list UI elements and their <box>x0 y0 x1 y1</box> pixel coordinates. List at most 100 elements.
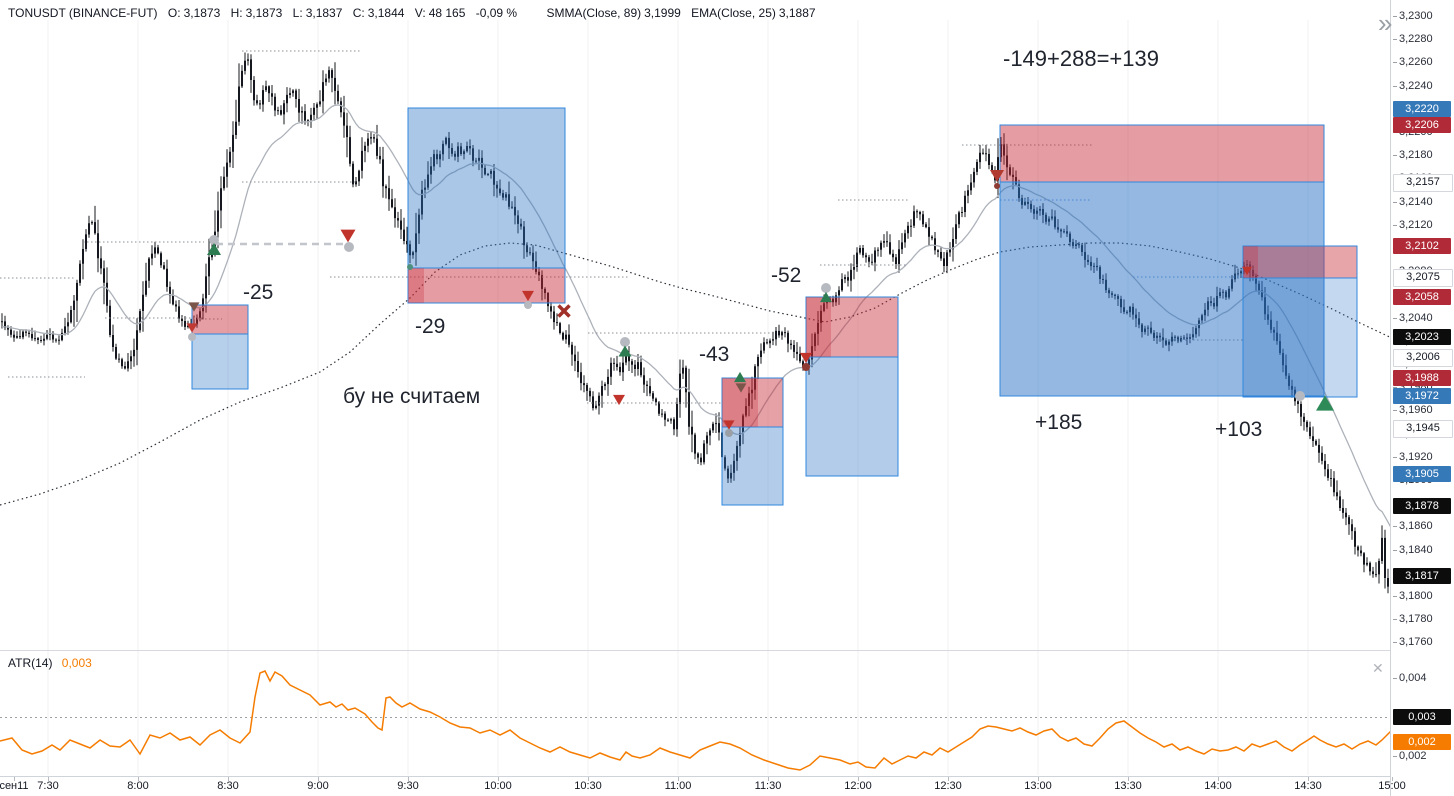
atr-label[interactable]: ATR(14) <box>8 656 53 670</box>
time-tick-mark <box>14 777 15 781</box>
atr-badge-black: 0,003 <box>1393 709 1451 725</box>
position-stop-zone[interactable] <box>407 267 566 304</box>
position-stop-zone[interactable] <box>721 377 784 428</box>
position-stop-zone[interactable] <box>805 296 899 358</box>
price-tick-label: 3,2280 <box>1393 33 1433 45</box>
time-tick-mark <box>498 777 499 781</box>
sell-arrow-icon[interactable] <box>186 323 198 333</box>
time-tick-label: 9:30 <box>397 780 419 792</box>
price-badge-red: 3,2058 <box>1393 289 1451 305</box>
smma-indicator-label[interactable]: SMMA(Close, 89) <box>546 6 642 20</box>
position-profit-zone[interactable] <box>721 426 784 506</box>
symbol-title[interactable]: TONUSDT (BINANCE-FUT) <box>8 6 158 20</box>
atr-tick-label: 0,002 <box>1393 750 1427 762</box>
price-tick-label: 3,1920 <box>1393 451 1433 463</box>
annotation-text[interactable]: -52 <box>771 264 802 287</box>
annotation-text[interactable]: -149+288=+139 <box>1003 46 1159 71</box>
buy-arrow-icon[interactable] <box>618 345 632 357</box>
price-tick-label: 3,2260 <box>1393 56 1433 68</box>
position-stop-zone[interactable] <box>191 304 249 335</box>
sell-arrow-icon[interactable] <box>340 229 356 243</box>
high-value: 3,1873 <box>245 6 283 20</box>
annotation-text[interactable]: -25 <box>243 281 274 304</box>
price-badge-white: 3,2075 <box>1393 269 1453 287</box>
trade-marker-circle[interactable] <box>209 235 219 245</box>
position-profit-zone[interactable] <box>407 107 566 269</box>
annotation-text[interactable]: бу не считаем <box>343 385 481 408</box>
trade-marker-circle[interactable] <box>1295 391 1305 401</box>
trade-marker-circle[interactable] <box>188 333 196 341</box>
time-tick-mark <box>588 777 589 781</box>
atr-badge-orange: 0,002 <box>1393 734 1451 750</box>
change-value: -0,09 % <box>475 6 518 20</box>
time-tick-label: 11:00 <box>664 780 692 792</box>
sell-arrow-icon[interactable] <box>800 352 812 364</box>
sell-arrow-icon[interactable] <box>990 170 1004 182</box>
low-value: 3,1837 <box>305 6 343 20</box>
time-tick-mark <box>1128 777 1129 781</box>
time-axis[interactable]: сен11 7:30 8:00 8:30 9:00 9:30 10:00 10:30 11:00… <box>0 776 1406 796</box>
price-badge-white: 3,2157 <box>1393 174 1453 192</box>
time-tick-label: сен11 <box>0 780 29 792</box>
trade-marker-circle[interactable] <box>407 264 413 270</box>
atr-line[interactable] <box>0 670 1397 771</box>
position-profit-zone[interactable] <box>191 333 249 390</box>
chart-legend: TONUSDT (BINANCE-FUT) O: 3,1873 H: 3,1873 … <box>8 6 816 20</box>
trade-marker-circle[interactable] <box>821 283 831 293</box>
trade-marker-circle[interactable] <box>524 301 532 309</box>
price-tick-label: 3,1780 <box>1393 613 1433 625</box>
annotation-text[interactable]: -29 <box>415 315 446 338</box>
atr-value: 0,003 <box>61 656 92 670</box>
volume-value: 48 165 <box>428 6 466 20</box>
sell-arrow-icon[interactable] <box>188 302 200 312</box>
price-tick-label: 3,2300 <box>1393 10 1433 22</box>
price-badge-red: 3,2206 <box>1393 117 1451 133</box>
price-tick-label: 3,1860 <box>1393 520 1433 532</box>
high-label: H: <box>230 6 243 20</box>
sell-arrow-icon[interactable] <box>723 420 735 430</box>
position-stop-zone[interactable] <box>999 124 1325 183</box>
price-badge-black: 3,1878 <box>1393 498 1451 514</box>
trade-marker-circle[interactable] <box>802 363 810 371</box>
sell-arrow-icon[interactable] <box>613 394 625 406</box>
trade-marker-circle[interactable] <box>620 337 630 347</box>
annotation-text[interactable]: +103 <box>1215 418 1263 441</box>
trade-marker-circle[interactable] <box>994 183 1000 189</box>
buy-arrow-icon[interactable] <box>207 243 221 255</box>
position-profit-zone[interactable] <box>805 356 899 477</box>
time-tick-label: 14:30 <box>1294 780 1322 792</box>
price-badge-blue: 3,2220 <box>1393 101 1451 117</box>
position-profit-zone[interactable] <box>999 181 1325 397</box>
time-tick-mark <box>1038 777 1039 781</box>
trade-marker-circle[interactable] <box>725 429 733 437</box>
buy-arrow-icon[interactable] <box>734 371 746 383</box>
price-tick-label: 3,2240 <box>1393 80 1433 92</box>
ema-indicator-label[interactable]: EMA(Close, 25) <box>691 6 776 20</box>
price-badge-white: 3,2006 <box>1393 349 1453 367</box>
trade-marker-circle[interactable] <box>344 242 354 252</box>
open-label: O: <box>167 6 181 20</box>
buy-arrow-icon[interactable] <box>820 291 832 303</box>
buy-arrow-icon[interactable] <box>1316 395 1334 411</box>
price-tick-label: 3,2120 <box>1393 219 1433 231</box>
price-axis[interactable]: 3,23003,22803,22603,22403,22203,22003,21… <box>1390 0 1454 796</box>
sell-arrow-icon[interactable] <box>735 383 747 393</box>
close-trade-icon[interactable] <box>557 304 571 318</box>
time-tick-label: 9:00 <box>307 780 329 792</box>
atr-close-icon[interactable]: ✕ <box>1372 660 1384 676</box>
sell-arrow-icon[interactable] <box>1242 266 1252 276</box>
annotation-text[interactable]: +185 <box>1035 411 1083 434</box>
time-tick-mark <box>48 777 49 781</box>
price-tick-label: 3,1760 <box>1393 636 1433 648</box>
sell-arrow-icon[interactable] <box>522 290 534 302</box>
time-tick-mark <box>1308 777 1309 781</box>
annotation-text[interactable]: -43 <box>699 343 730 366</box>
time-tick-mark <box>678 777 679 781</box>
position-profit-zone[interactable] <box>1242 277 1358 398</box>
price-tick-label: 3,1840 <box>1393 544 1433 556</box>
time-tick-mark <box>948 777 949 781</box>
position-stop-zone[interactable] <box>1242 245 1358 279</box>
collapse-axis-icon[interactable]: » <box>1378 8 1393 38</box>
